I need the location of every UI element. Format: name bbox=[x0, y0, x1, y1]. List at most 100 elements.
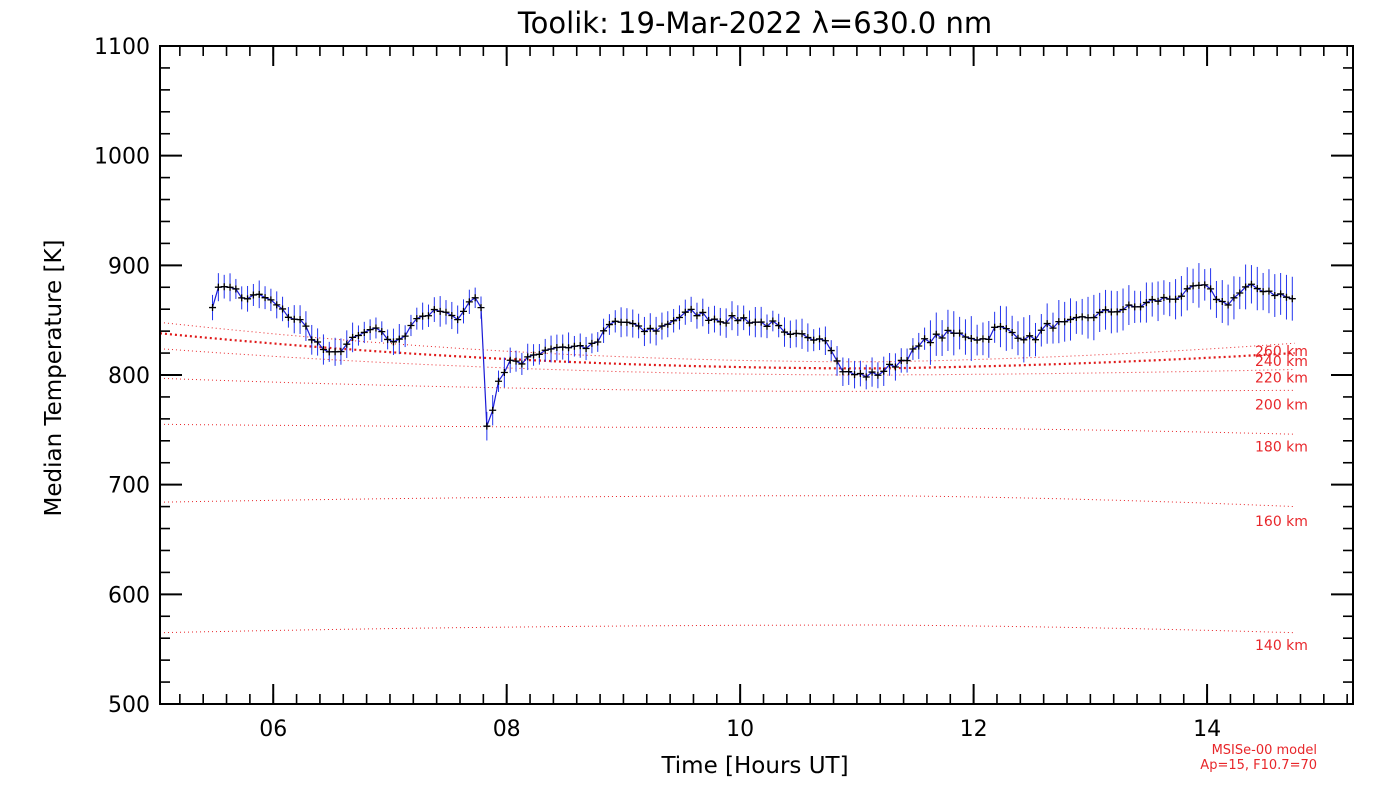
data-point-135 bbox=[996, 323, 1004, 331]
data-point-120 bbox=[909, 345, 917, 353]
data-point-75 bbox=[646, 324, 654, 332]
model-label-160-km: 160 km bbox=[1255, 514, 1308, 530]
data-point-93 bbox=[751, 318, 759, 326]
data-point-67 bbox=[600, 327, 608, 335]
data-point-60 bbox=[559, 343, 567, 351]
data-point-157 bbox=[1125, 301, 1133, 309]
y-tick-label-2: 700 bbox=[108, 474, 150, 499]
data-point-142 bbox=[1037, 326, 1045, 334]
data-point-56 bbox=[535, 350, 543, 358]
data-point-79 bbox=[670, 317, 678, 325]
data-point-114 bbox=[874, 371, 882, 379]
data-point-43 bbox=[460, 307, 468, 315]
data-point-83 bbox=[693, 312, 701, 320]
data-point-70 bbox=[617, 318, 625, 326]
data-point-38 bbox=[430, 306, 438, 314]
data-point-8 bbox=[255, 290, 263, 298]
model-note-line-1: MSISe-00 model bbox=[1212, 743, 1317, 758]
data-point-64 bbox=[582, 345, 590, 353]
data-point-105 bbox=[821, 337, 829, 345]
data-point-101 bbox=[798, 330, 806, 338]
data-point-57 bbox=[541, 346, 549, 354]
data-point-112 bbox=[862, 373, 870, 381]
data-point-39 bbox=[436, 307, 444, 315]
data-point-98 bbox=[781, 328, 789, 336]
data-point-19 bbox=[319, 346, 327, 354]
data-point-158 bbox=[1131, 303, 1139, 311]
data-point-16 bbox=[302, 322, 310, 330]
model-label-260-km: 260 km bbox=[1255, 344, 1308, 360]
y-tick-label-4: 900 bbox=[108, 254, 150, 279]
model-label-140-km: 140 km bbox=[1255, 638, 1308, 654]
data-point-28 bbox=[372, 324, 380, 332]
data-point-32 bbox=[395, 335, 403, 343]
data-point-109 bbox=[845, 368, 853, 376]
data-point-58 bbox=[547, 345, 555, 353]
data-point-159 bbox=[1137, 303, 1145, 311]
data-point-22 bbox=[337, 348, 345, 356]
data-point-34 bbox=[407, 321, 415, 329]
data-point-162 bbox=[1154, 297, 1162, 305]
plot-frame bbox=[159, 45, 1354, 705]
model-curve-140-km bbox=[159, 624, 1295, 634]
data-point-172 bbox=[1212, 295, 1220, 303]
data-point-95 bbox=[763, 322, 771, 330]
data-point-163 bbox=[1160, 294, 1168, 302]
data-point-100 bbox=[792, 329, 800, 337]
data-point-20 bbox=[325, 348, 333, 356]
data-point-94 bbox=[757, 318, 765, 326]
data-point-131 bbox=[973, 336, 981, 344]
data-point-4 bbox=[232, 285, 240, 293]
data-point-12 bbox=[279, 305, 287, 313]
data-point-104 bbox=[816, 335, 824, 343]
data-point-141 bbox=[1031, 336, 1039, 344]
data-point-170 bbox=[1201, 281, 1209, 289]
data-point-185 bbox=[1288, 295, 1296, 303]
data-point-78 bbox=[664, 320, 672, 328]
data-point-23 bbox=[343, 340, 351, 348]
data-point-69 bbox=[611, 317, 619, 325]
model-label-220-km: 220 km bbox=[1255, 370, 1308, 386]
data-point-174 bbox=[1224, 301, 1232, 309]
data-point-46 bbox=[477, 304, 485, 312]
measured-series bbox=[209, 263, 1296, 441]
data-point-115 bbox=[880, 367, 888, 375]
data-point-143 bbox=[1043, 320, 1051, 328]
y-tick-label-6: 1100 bbox=[94, 35, 150, 60]
data-point-122 bbox=[921, 335, 929, 343]
data-point-177 bbox=[1242, 283, 1250, 291]
data-point-125 bbox=[938, 334, 946, 342]
data-point-153 bbox=[1102, 306, 1110, 314]
data-point-169 bbox=[1195, 281, 1203, 289]
model-curve-240-km bbox=[159, 332, 1295, 370]
model-label-180-km: 180 km bbox=[1255, 439, 1308, 455]
data-point-181 bbox=[1265, 287, 1273, 295]
data-point-156 bbox=[1119, 305, 1127, 313]
data-point-119 bbox=[903, 357, 911, 365]
data-point-146 bbox=[1061, 318, 1069, 326]
data-point-103 bbox=[810, 336, 818, 344]
data-point-40 bbox=[442, 308, 450, 316]
data-point-82 bbox=[687, 305, 695, 313]
data-point-80 bbox=[675, 313, 683, 321]
model-curve-160-km bbox=[159, 495, 1295, 508]
x-tick-label-0: 06 bbox=[259, 717, 287, 742]
x-tick-label-4: 14 bbox=[1193, 717, 1221, 742]
model-curve-260-km bbox=[159, 321, 1295, 363]
data-point-96 bbox=[769, 317, 777, 325]
data-point-110 bbox=[851, 371, 859, 379]
data-point-52 bbox=[512, 357, 520, 365]
data-point-47 bbox=[483, 422, 491, 430]
x-tick-label-3: 12 bbox=[960, 717, 988, 742]
data-point-11 bbox=[273, 301, 281, 309]
data-point-140 bbox=[1026, 332, 1034, 340]
data-point-10 bbox=[267, 296, 275, 304]
data-point-183 bbox=[1277, 290, 1285, 298]
data-point-138 bbox=[1014, 334, 1022, 342]
data-point-102 bbox=[804, 334, 812, 342]
chart-title: Toolik: 19-Mar-2022 λ=630.0 nm bbox=[517, 6, 992, 40]
data-point-49 bbox=[495, 377, 503, 385]
data-point-30 bbox=[384, 335, 392, 343]
